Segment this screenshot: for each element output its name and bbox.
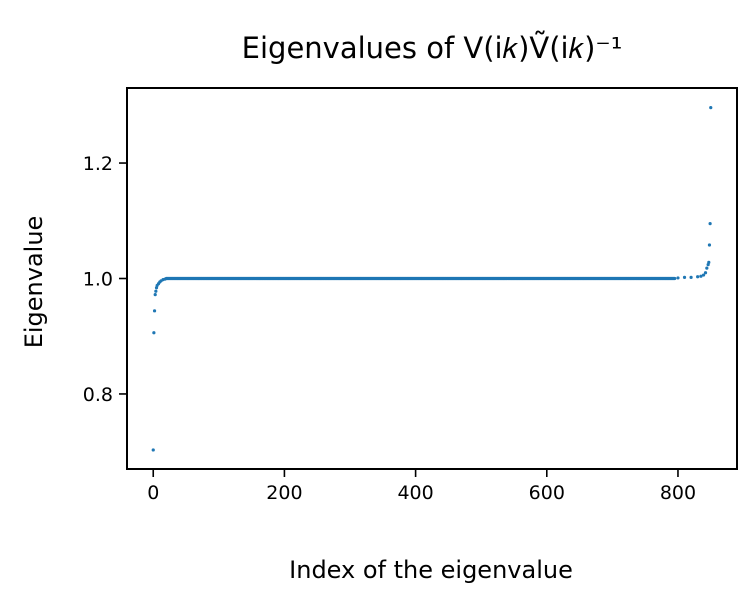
y-axis: 0.8 1.0 1.2 (83, 153, 127, 406)
data-point (708, 222, 712, 226)
data-point (152, 331, 156, 335)
data-point (705, 266, 709, 270)
data-point (689, 275, 693, 279)
data-point (701, 273, 706, 277)
chart-title: Eigenvalues of V(i𝑘)Ṽ(i𝑘)⁻¹ (242, 31, 623, 65)
data-point (703, 271, 708, 275)
x-tick-label: 800 (660, 482, 696, 504)
x-tick-label: 200 (266, 482, 302, 504)
data-point (682, 275, 687, 279)
data-point (154, 289, 158, 293)
data-point (151, 448, 155, 452)
y-tick-label: 1.2 (83, 153, 113, 175)
data-points (151, 106, 713, 452)
data-point (699, 274, 703, 278)
x-tick-label: 0 (147, 482, 159, 504)
y-tick-label: 1.0 (83, 269, 113, 291)
x-axis-label: Index of the eigenvalue (289, 556, 573, 584)
data-point (707, 260, 711, 264)
y-axis-label: Eigenvalue (20, 216, 48, 349)
x-tick-label: 600 (529, 482, 565, 504)
x-tick-label: 400 (397, 482, 433, 504)
data-point (696, 275, 700, 279)
data-point (673, 276, 677, 281)
data-point (153, 293, 157, 297)
data-point (707, 243, 712, 247)
plot-area (126, 87, 738, 470)
x-axis: 0 200 400 600 800 (147, 469, 696, 504)
y-tick-label: 0.8 (83, 384, 113, 406)
data-point (709, 106, 713, 110)
data-point (676, 276, 680, 280)
data-point (152, 309, 157, 313)
